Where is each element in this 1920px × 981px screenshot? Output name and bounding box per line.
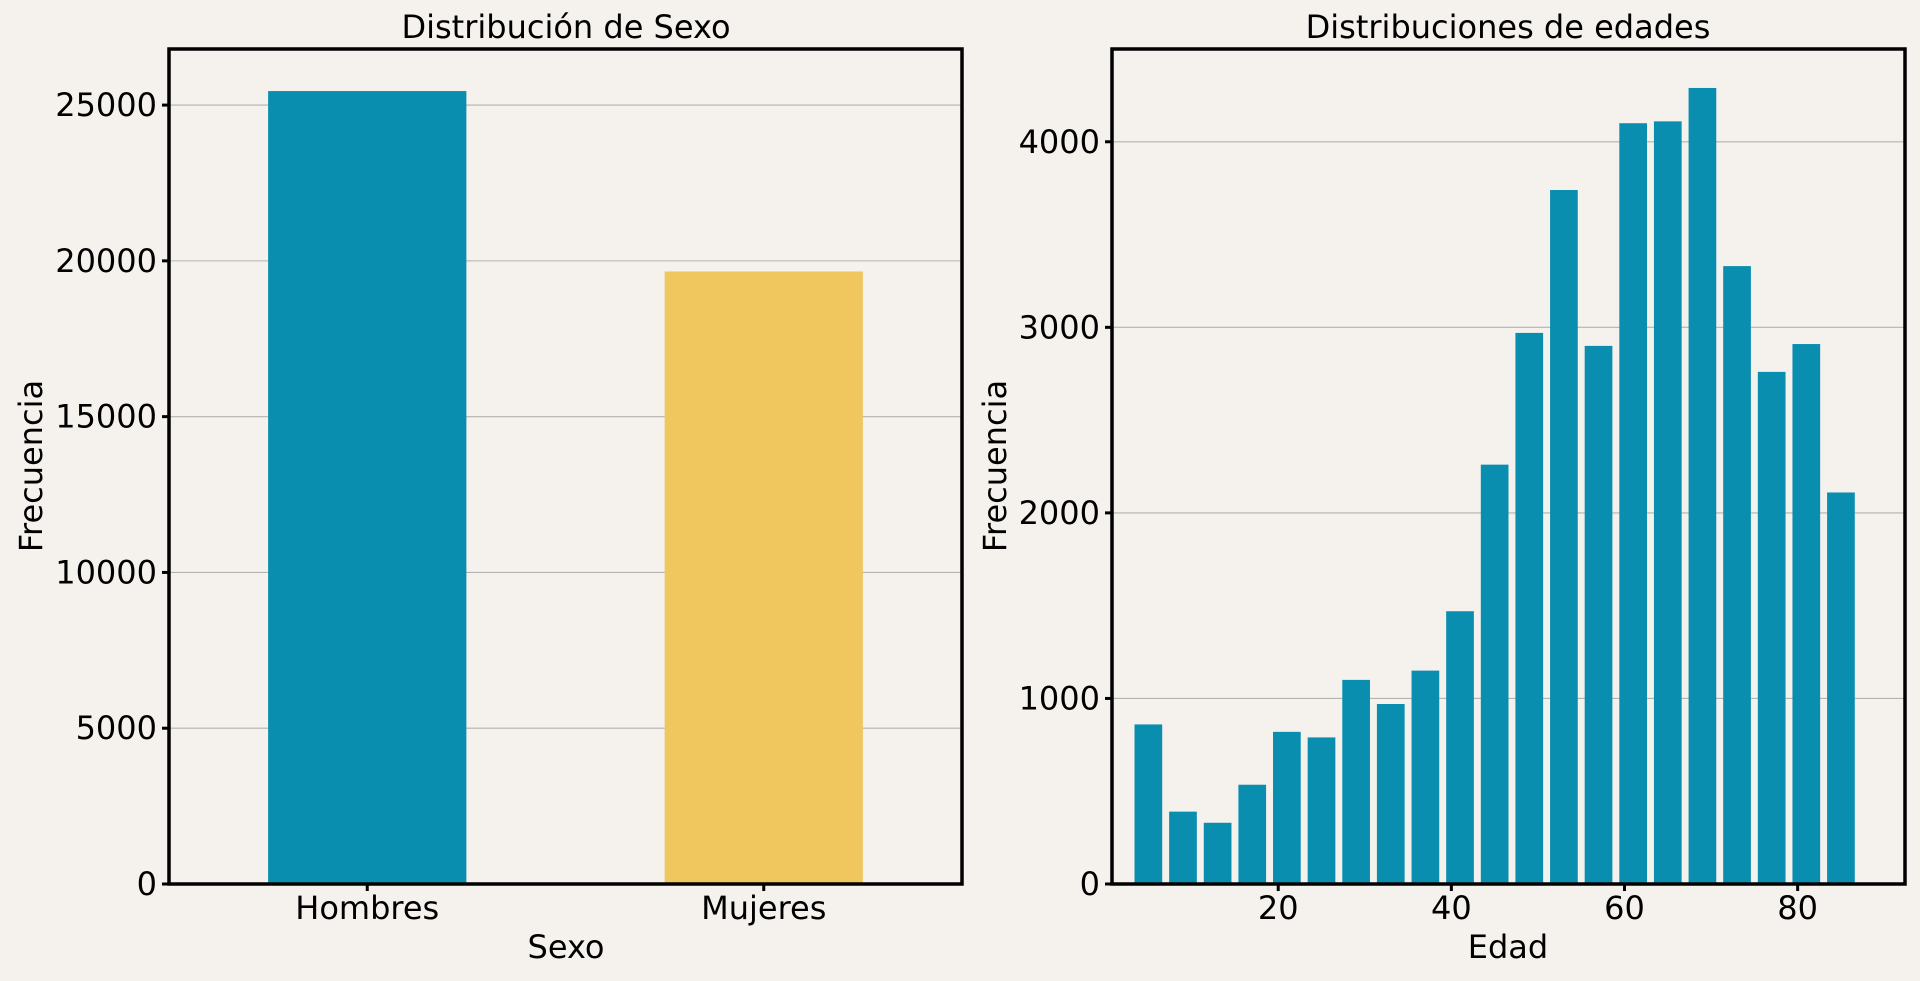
x-tick-label: Mujeres [701,889,826,927]
bar [1550,190,1578,884]
y-tick-label: 0 [1080,865,1100,903]
bar [1169,811,1197,884]
y-tick-label: 10000 [55,553,157,591]
x-axis-label: Sexo [528,928,605,966]
bar [1411,670,1440,884]
age-distribution-chart: Distribuciones de edades 0 1000 2000 3000 40… [976,8,1907,966]
bar [1376,704,1405,884]
y-tick-label: 1000 [1019,679,1100,717]
y-tick-label: 25000 [55,86,157,124]
sex-distribution-chart: Distribución de Sexo 0 5000 10000 15000 2000… [12,8,964,966]
x-tick-label: 60 [1604,889,1645,927]
bar [1792,344,1821,884]
x-tick-label: 80 [1777,889,1818,927]
x-axis-label: Edad [1468,928,1548,966]
bar [1515,332,1544,884]
y-tick-label: 4000 [1019,123,1100,161]
y-tick-label: 20000 [55,242,157,280]
bar [1827,492,1855,884]
plot-frame [1110,47,1907,886]
bar [1480,464,1509,884]
bar [1584,345,1613,884]
bar [1723,266,1751,885]
bar [1757,371,1786,884]
bar-hombres [268,91,467,884]
bar [1134,724,1163,884]
bar [1619,123,1648,884]
y-tick-label: 15000 [55,398,157,436]
bar [1307,737,1336,884]
plot-frame [167,47,964,886]
bar-mujeres [664,271,863,884]
bar [1273,731,1301,884]
bar [1203,822,1232,884]
y-tick-label: 2000 [1019,494,1100,532]
x-tick-label: 20 [1258,889,1299,927]
chart-title: Distribución de Sexo [401,8,730,46]
bar [1446,611,1474,884]
bar [1238,784,1267,884]
y-axis-label: Frecuencia [12,380,50,552]
x-tick-label: Hombres [295,889,439,927]
y-tick-label: 3000 [1019,308,1100,346]
chart-title: Distribuciones de edades [1306,8,1711,46]
y-tick-label: 0 [137,865,157,903]
bar [1688,87,1717,884]
bar [1653,121,1682,884]
x-tick-label: 40 [1431,889,1472,927]
y-axis-label: Frecuencia [976,380,1014,552]
bar [1342,679,1370,884]
y-tick-label: 5000 [76,709,157,747]
